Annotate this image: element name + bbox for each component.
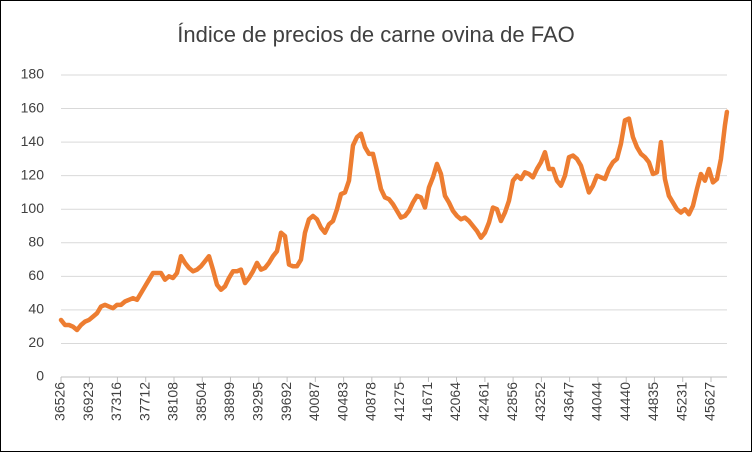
x-tick-label: 38504	[193, 382, 209, 421]
chart-title: Índice de precios de carne ovina de FAO	[177, 22, 574, 47]
x-tick-label: 43647	[560, 382, 576, 421]
y-tick-label: 180	[21, 66, 45, 82]
y-tick-label: 100	[21, 200, 45, 216]
x-tick-label: 39295	[249, 382, 265, 421]
y-tick-label: 0	[36, 368, 44, 384]
x-tick-label: 39692	[278, 382, 294, 421]
y-tick-label: 20	[28, 334, 44, 350]
x-tick-label: 41275	[391, 382, 407, 421]
data-line	[58, 109, 730, 333]
x-tick-label: 42064	[447, 382, 463, 421]
y-tick-label: 140	[21, 133, 45, 149]
x-tick-label: 40087	[306, 382, 322, 421]
x-tick-label: 38899	[221, 382, 237, 421]
x-tick-label: 44440	[617, 382, 633, 421]
x-tick-label: 40483	[334, 382, 350, 421]
x-tick-label: 41671	[419, 382, 435, 421]
y-tick-label: 120	[21, 166, 45, 182]
x-tick-label: 38108	[165, 382, 181, 421]
x-tick-label: 45627	[702, 382, 718, 421]
x-tick-label: 37316	[108, 382, 124, 421]
x-tick-label: 40878	[363, 382, 379, 421]
x-tick-label: 45231	[673, 382, 689, 421]
y-tick-label: 60	[28, 267, 44, 283]
x-tick-label: 44044	[589, 382, 605, 421]
y-tick-label: 80	[28, 233, 44, 249]
y-tick-label: 40	[28, 301, 44, 317]
x-tick-label: 44835	[645, 382, 661, 421]
x-tick-label: 42856	[504, 382, 520, 421]
x-tick-label: 37712	[136, 382, 152, 421]
x-tick-label: 36923	[80, 382, 96, 421]
x-tick-label: 43252	[532, 382, 548, 421]
x-tick-label: 36526	[52, 382, 68, 421]
y-tick-label: 160	[21, 99, 45, 115]
x-tick-label: 42461	[476, 382, 492, 421]
